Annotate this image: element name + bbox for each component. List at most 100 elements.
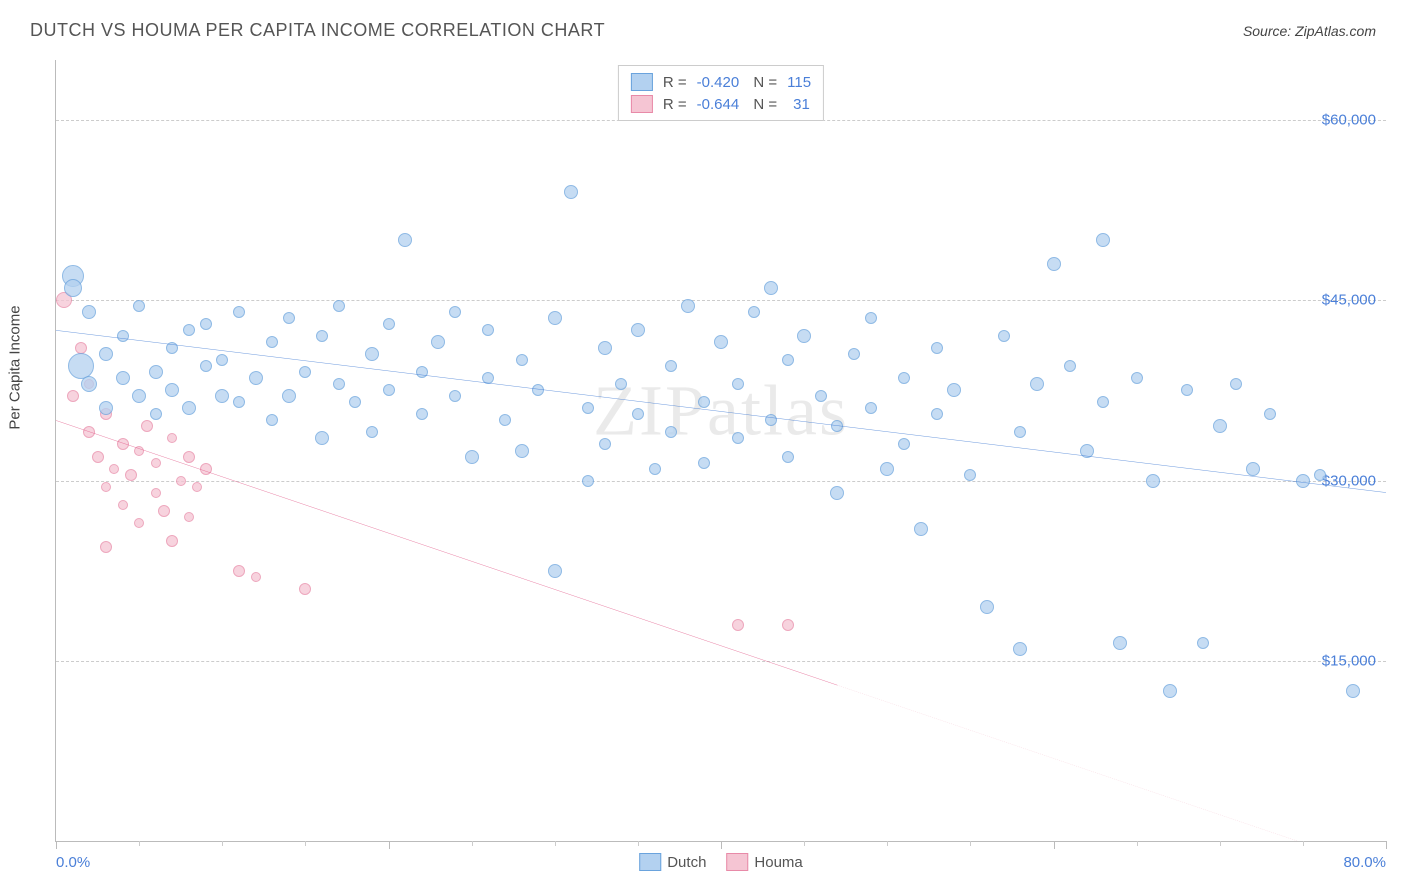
chart-area: ZIPatlas $15,000$30,000$45,000$60,000 R … xyxy=(55,60,1386,842)
dutch-point xyxy=(465,450,479,464)
legend-stats: R = -0.420 N = 115 R = -0.644 N = 31 xyxy=(618,65,824,121)
dutch-point xyxy=(416,366,428,378)
dutch-point xyxy=(383,384,395,396)
x-tick-minor xyxy=(139,841,140,846)
dutch-point xyxy=(365,347,379,361)
dutch-point xyxy=(233,306,245,318)
dutch-point xyxy=(515,444,529,458)
houma-point xyxy=(109,464,119,474)
dutch-point xyxy=(216,354,228,366)
dutch-point xyxy=(482,324,494,336)
dutch-point xyxy=(333,300,345,312)
x-tick-minor xyxy=(1220,841,1221,846)
grid-line xyxy=(56,661,1386,662)
dutch-point xyxy=(681,299,695,313)
dutch-point xyxy=(732,432,744,444)
dutch-point xyxy=(1030,377,1044,391)
dutch-point xyxy=(548,311,562,325)
dutch-point xyxy=(1264,408,1276,420)
source-label: Source: ZipAtlas.com xyxy=(1243,23,1376,39)
houma-point xyxy=(183,451,195,463)
dutch-point xyxy=(200,360,212,372)
houma-point xyxy=(151,488,161,498)
x-tick-minor xyxy=(1303,841,1304,846)
houma-point xyxy=(200,463,212,475)
grid-line xyxy=(56,300,1386,301)
x-axis-min-label: 0.0% xyxy=(56,854,90,871)
dutch-point xyxy=(516,354,528,366)
dutch-point xyxy=(1246,462,1260,476)
dutch-point xyxy=(1163,684,1177,698)
houma-point xyxy=(125,469,137,481)
dutch-point xyxy=(1213,419,1227,433)
dutch-point xyxy=(499,414,511,426)
trend-lines xyxy=(56,60,1386,841)
houma-point xyxy=(101,482,111,492)
legend-row-dutch: R = -0.420 N = 115 xyxy=(631,71,811,93)
dutch-point xyxy=(182,401,196,415)
dutch-point xyxy=(564,185,578,199)
dutch-point xyxy=(81,376,97,392)
houma-point xyxy=(158,505,170,517)
y-axis-label: Per Capita Income xyxy=(7,305,24,429)
dutch-point xyxy=(1014,426,1026,438)
dutch-point xyxy=(898,438,910,450)
houma-point xyxy=(176,476,186,486)
dutch-point xyxy=(732,378,744,390)
dutch-point xyxy=(698,457,710,469)
houma-point xyxy=(134,518,144,528)
dutch-point xyxy=(1080,444,1094,458)
dutch-point xyxy=(848,348,860,360)
dutch-point xyxy=(1146,474,1160,488)
dutch-point xyxy=(615,378,627,390)
dutch-point xyxy=(299,366,311,378)
dutch-point xyxy=(964,469,976,481)
dutch-point xyxy=(865,312,877,324)
x-tick xyxy=(56,841,57,849)
dutch-point xyxy=(1230,378,1242,390)
dutch-point xyxy=(149,365,163,379)
houma-point xyxy=(67,390,79,402)
dutch-point xyxy=(631,323,645,337)
houma-point xyxy=(166,535,178,547)
dutch-point xyxy=(582,475,594,487)
dutch-point xyxy=(116,371,130,385)
x-tick-minor xyxy=(555,841,556,846)
y-tick-label: $15,000 xyxy=(1322,652,1376,669)
houma-point xyxy=(83,426,95,438)
houma-point xyxy=(251,572,261,582)
x-tick-minor xyxy=(472,841,473,846)
dutch-point xyxy=(598,341,612,355)
dutch-point xyxy=(1097,396,1109,408)
dutch-point xyxy=(1047,257,1061,271)
dutch-point xyxy=(282,389,296,403)
dutch-point xyxy=(1197,637,1209,649)
dutch-point xyxy=(449,306,461,318)
dutch-point xyxy=(931,408,943,420)
dutch-point xyxy=(315,431,329,445)
dutch-point xyxy=(1181,384,1193,396)
dutch-point xyxy=(416,408,428,420)
y-tick-label: $60,000 xyxy=(1322,112,1376,129)
dutch-point xyxy=(316,330,328,342)
houma-point xyxy=(100,541,112,553)
dutch-point xyxy=(366,426,378,438)
dutch-point xyxy=(548,564,562,578)
grid-line xyxy=(56,481,1386,482)
houma-point xyxy=(732,619,744,631)
dutch-point xyxy=(632,408,644,420)
dutch-point xyxy=(233,396,245,408)
houma-point xyxy=(184,512,194,522)
dutch-point xyxy=(431,335,445,349)
dutch-point xyxy=(665,426,677,438)
x-tick-minor xyxy=(887,841,888,846)
dutch-point xyxy=(1314,469,1326,481)
dutch-point xyxy=(200,318,212,330)
x-tick xyxy=(389,841,390,849)
houma-swatch-icon xyxy=(631,95,653,113)
houma-point xyxy=(192,482,202,492)
dutch-point xyxy=(782,354,794,366)
houma-point xyxy=(134,446,144,456)
legend-series: Dutch Houma xyxy=(639,853,803,871)
dutch-point xyxy=(880,462,894,476)
